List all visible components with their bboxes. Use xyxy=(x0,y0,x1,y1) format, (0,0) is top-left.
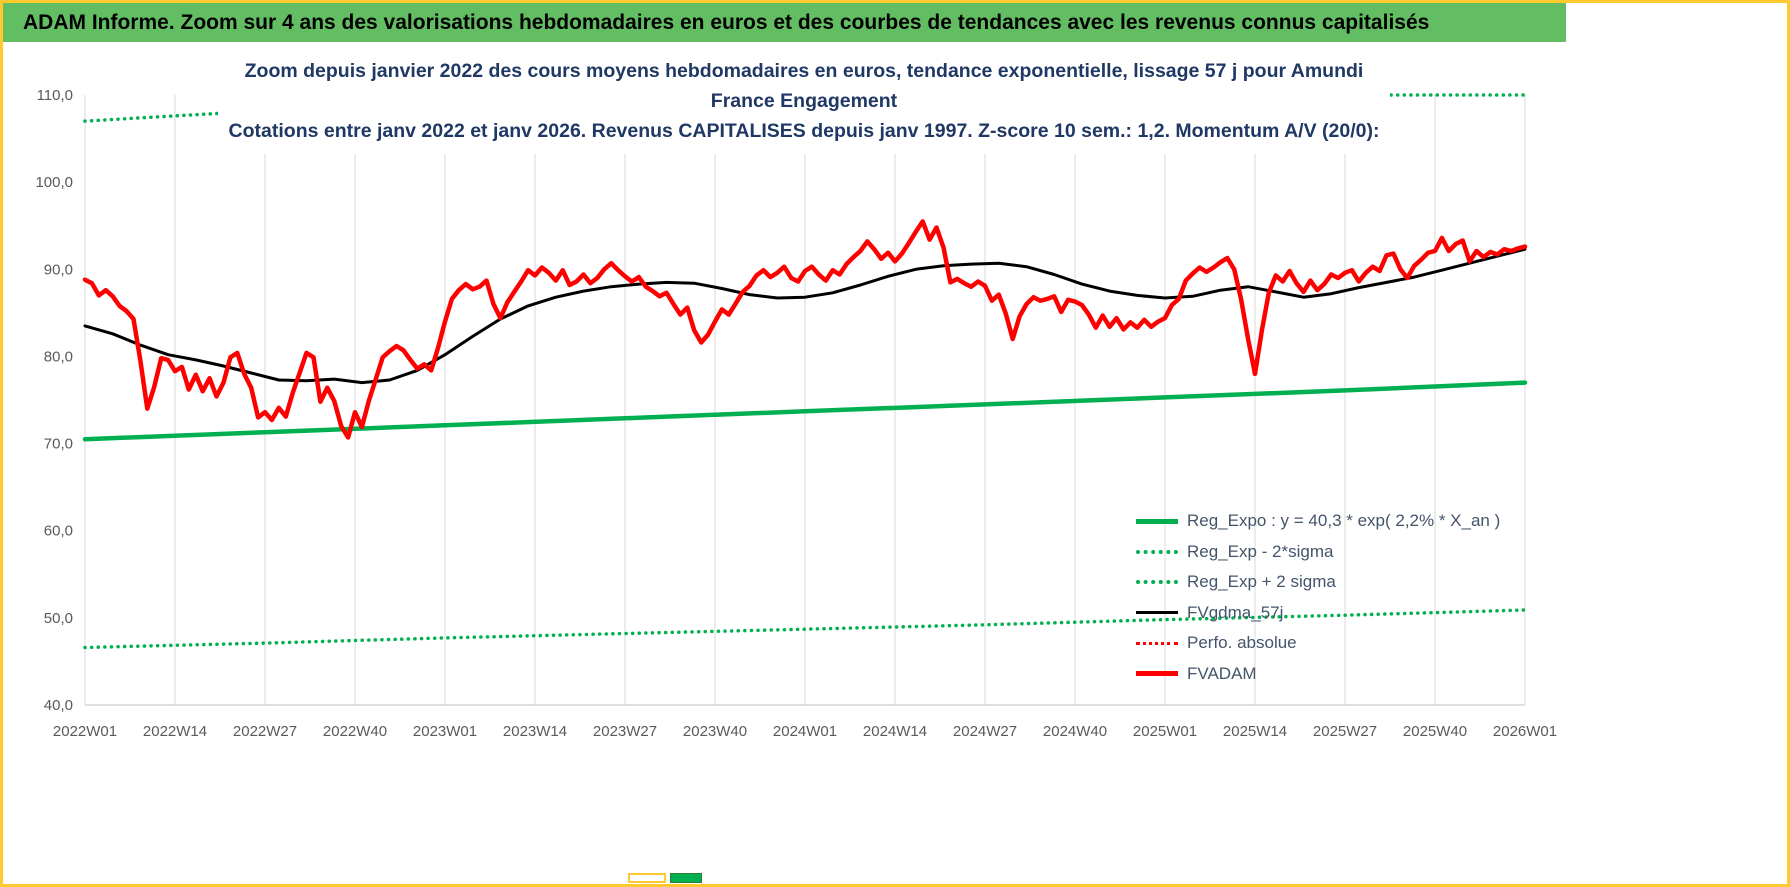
chart-title-line1: Zoom depuis janvier 2022 des cours moyen… xyxy=(244,60,1364,112)
fvadam-line-sample xyxy=(1136,671,1178,677)
x-tick-label: 2025W01 xyxy=(1133,723,1197,740)
y-tick-label: 60,0 xyxy=(44,523,73,540)
x-tick-label: 2022W27 xyxy=(233,723,297,740)
x-tick-label: 2024W01 xyxy=(773,723,837,740)
legend-item-fvadam: FVADAM xyxy=(1136,659,1500,690)
fvgdma-57j-line-sample xyxy=(1136,611,1178,615)
legend-label: Perfo. absolue xyxy=(1187,633,1297,653)
legend-label: FVADAM xyxy=(1187,663,1257,683)
x-tick-label: 2023W01 xyxy=(413,723,477,740)
x-tick-label: 2022W40 xyxy=(323,723,387,740)
x-tick-label: 2023W40 xyxy=(683,723,747,740)
bottom-marker-green xyxy=(670,873,702,883)
reg-exp-minus-2sigma-line-sample xyxy=(1136,549,1178,554)
y-tick-label: 100,0 xyxy=(35,174,73,191)
legend-item-fvgdma-57j: FVgdma_57j xyxy=(1136,598,1500,629)
legend-label: FVgdma_57j xyxy=(1187,602,1284,622)
y-tick-label: 80,0 xyxy=(44,348,73,365)
chart-legend: Reg_Expo : y = 40,3 * exp( 2,2% * X_an )… xyxy=(1136,506,1500,689)
legend-item-perfo-absolue: Perfo. absolue xyxy=(1136,628,1500,659)
legend-item-reg-exp-minus-2sigma: Reg_Exp - 2*sigma xyxy=(1136,537,1500,568)
x-tick-label: 2024W27 xyxy=(953,723,1017,740)
chart-title: Zoom depuis janvier 2022 des cours moyen… xyxy=(218,54,1390,154)
bottom-marker-gold xyxy=(628,873,666,883)
y-tick-label: 110,0 xyxy=(37,87,73,104)
x-tick-label: 2026W01 xyxy=(1493,723,1557,740)
x-tick-label: 2022W01 xyxy=(53,723,117,740)
y-tick-label: 40,0 xyxy=(44,697,73,714)
x-tick-label: 2023W27 xyxy=(593,723,657,740)
series-line-fvgdma_57j xyxy=(83,247,1527,385)
series-line-reg_expo xyxy=(82,380,1528,442)
legend-label: Reg_Expo : y = 40,3 * exp( 2,2% * X_an ) xyxy=(1187,511,1501,531)
x-tick-label: 2025W14 xyxy=(1223,723,1287,740)
series-line-reg_exp_minus_2sigma xyxy=(83,608,1527,650)
y-tick-label: 70,0 xyxy=(44,436,73,453)
y-tick-label: 90,0 xyxy=(44,261,73,278)
banner: ADAM Informe. Zoom sur 4 ans des valoris… xyxy=(3,3,1566,42)
reg-exp-plus-2sigma-line-sample xyxy=(1136,580,1178,585)
perfo-absolue-line-sample xyxy=(1136,641,1178,645)
legend-label: Reg_Exp + 2 sigma xyxy=(1187,572,1336,592)
legend-item-reg-expo: Reg_Expo : y = 40,3 * exp( 2,2% * X_an ) xyxy=(1136,506,1500,537)
series-line-fvadam xyxy=(82,219,1528,440)
x-tick-label: 2023W14 xyxy=(503,723,567,740)
x-tick-label: 2025W27 xyxy=(1313,723,1377,740)
x-tick-label: 2024W14 xyxy=(863,723,927,740)
legend-label: Reg_Exp - 2*sigma xyxy=(1187,541,1334,561)
x-tick-label: 2024W40 xyxy=(1043,723,1107,740)
bottom-controls xyxy=(628,873,702,883)
legend-item-reg-exp-plus-2sigma: Reg_Exp + 2 sigma xyxy=(1136,567,1500,598)
x-tick-label: 2025W40 xyxy=(1403,723,1467,740)
reg-expo-line-sample xyxy=(1136,518,1178,524)
banner-title: ADAM Informe. Zoom sur 4 ans des valoris… xyxy=(23,11,1430,34)
x-tick-label: 2022W14 xyxy=(143,723,207,740)
chart-title-line2: Cotations entre janv 2022 et janv 2026. … xyxy=(228,120,1380,142)
y-tick-label: 50,0 xyxy=(44,610,73,627)
